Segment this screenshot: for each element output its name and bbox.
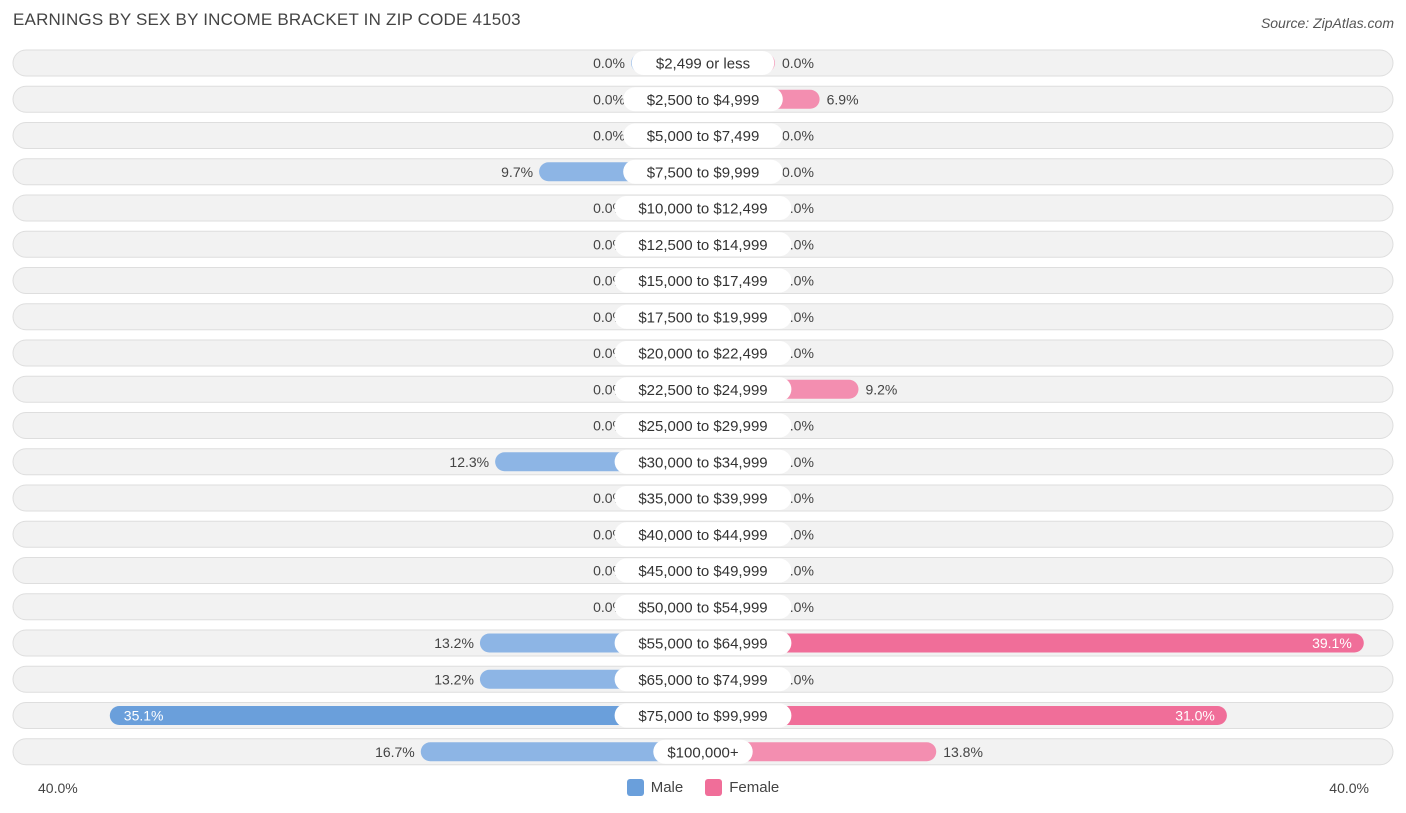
- category-pill: [614, 413, 792, 438]
- category-label: $10,000 to $12,499: [638, 201, 767, 218]
- female-value-label: 9.2%: [865, 381, 897, 397]
- category-label: $2,499 or less: [656, 56, 750, 73]
- legend-label-male: Male: [650, 779, 684, 796]
- legend: Male Female: [0, 779, 1406, 796]
- female-value-label: 0.0%: [782, 55, 814, 71]
- category-label: $22,500 to $24,999: [638, 382, 767, 399]
- category-pill: [614, 268, 792, 293]
- legend-swatch-male: [626, 779, 644, 796]
- category-pill: [614, 304, 792, 329]
- category-label: $30,000 to $34,999: [638, 454, 767, 471]
- female-value-label: 13.8%: [943, 744, 983, 760]
- category-label: $50,000 to $54,999: [638, 599, 767, 616]
- legend-item-male: Male: [626, 779, 684, 796]
- legend-swatch-female: [705, 779, 723, 796]
- legend-item-female: Female: [705, 779, 779, 796]
- category-pill: [614, 522, 792, 547]
- category-pill: [614, 486, 792, 510]
- chart-title: EARNINGS BY SEX BY INCOME BRACKET IN ZIP…: [13, 10, 521, 29]
- male-value-label: 13.2%: [434, 635, 474, 651]
- male-value-label: 0.0%: [593, 55, 625, 71]
- female-value-label: 0.0%: [782, 128, 814, 144]
- female-value-label: 6.9%: [827, 91, 859, 107]
- male-value-label: 0.0%: [593, 128, 625, 144]
- male-bar: [420, 742, 703, 762]
- category-label: $65,000 to $74,999: [638, 672, 767, 689]
- axis-max-label: 40.0%: [1329, 780, 1369, 796]
- category-pill: [623, 87, 783, 112]
- category-label: $100,000+: [667, 744, 739, 761]
- category-label: $5,000 to $7,499: [647, 128, 760, 145]
- category-pill: [631, 51, 775, 75]
- category-label: $35,000 to $39,999: [638, 491, 767, 508]
- category-pill: [653, 739, 753, 764]
- category-label: $20,000 to $22,499: [638, 346, 767, 363]
- category-label: $25,000 to $29,999: [638, 418, 767, 435]
- male-bar: [109, 706, 703, 725]
- male-value-label: 0.0%: [593, 91, 625, 107]
- female-value-label: 31.0%: [1175, 708, 1215, 724]
- category-pill: [623, 123, 783, 148]
- chart-svg: 0.0% 0.0% $2,499 or less 0.0% 6.9% $2,500 to …: [12, 49, 1394, 766]
- category-pill: [614, 449, 792, 474]
- category-label: $40,000 to $44,999: [638, 527, 767, 544]
- male-value-label: 35.1%: [124, 708, 164, 724]
- category-label: $75,000 to $99,999: [638, 708, 767, 725]
- legend-label-female: Female: [729, 779, 780, 796]
- male-value-label: 13.2%: [434, 671, 474, 687]
- category-pill: [614, 667, 792, 692]
- female-bar: [703, 742, 937, 762]
- category-label: $55,000 to $64,999: [638, 636, 767, 653]
- female-value-label: 0.0%: [782, 164, 814, 180]
- male-value-label: 9.7%: [501, 164, 533, 180]
- category-label: $15,000 to $17,499: [638, 273, 767, 290]
- source-label: Source: ZipAtlas.com: [1260, 15, 1394, 31]
- axis-min-label: 40.0%: [38, 780, 78, 796]
- female-bar: [703, 633, 1364, 653]
- category-label: $2,500 to $4,999: [647, 92, 760, 109]
- category-pill: [614, 703, 792, 728]
- male-value-label: 16.7%: [375, 744, 415, 760]
- category-label: $45,000 to $49,999: [638, 563, 767, 580]
- category-label: $12,500 to $14,999: [638, 237, 767, 254]
- category-pill: [614, 594, 792, 619]
- category-pill: [614, 341, 792, 365]
- category-label: $17,500 to $19,999: [638, 309, 767, 326]
- category-pill: [614, 377, 792, 402]
- category-pill: [614, 631, 792, 655]
- category-pill: [614, 196, 792, 220]
- category-pill: [614, 558, 792, 583]
- female-value-label: 39.1%: [1312, 635, 1352, 651]
- female-bar: [703, 706, 1227, 725]
- male-value-label: 12.3%: [449, 454, 489, 470]
- category-label: $7,500 to $9,999: [647, 164, 760, 181]
- category-pill: [623, 159, 783, 184]
- category-pill: [614, 232, 792, 257]
